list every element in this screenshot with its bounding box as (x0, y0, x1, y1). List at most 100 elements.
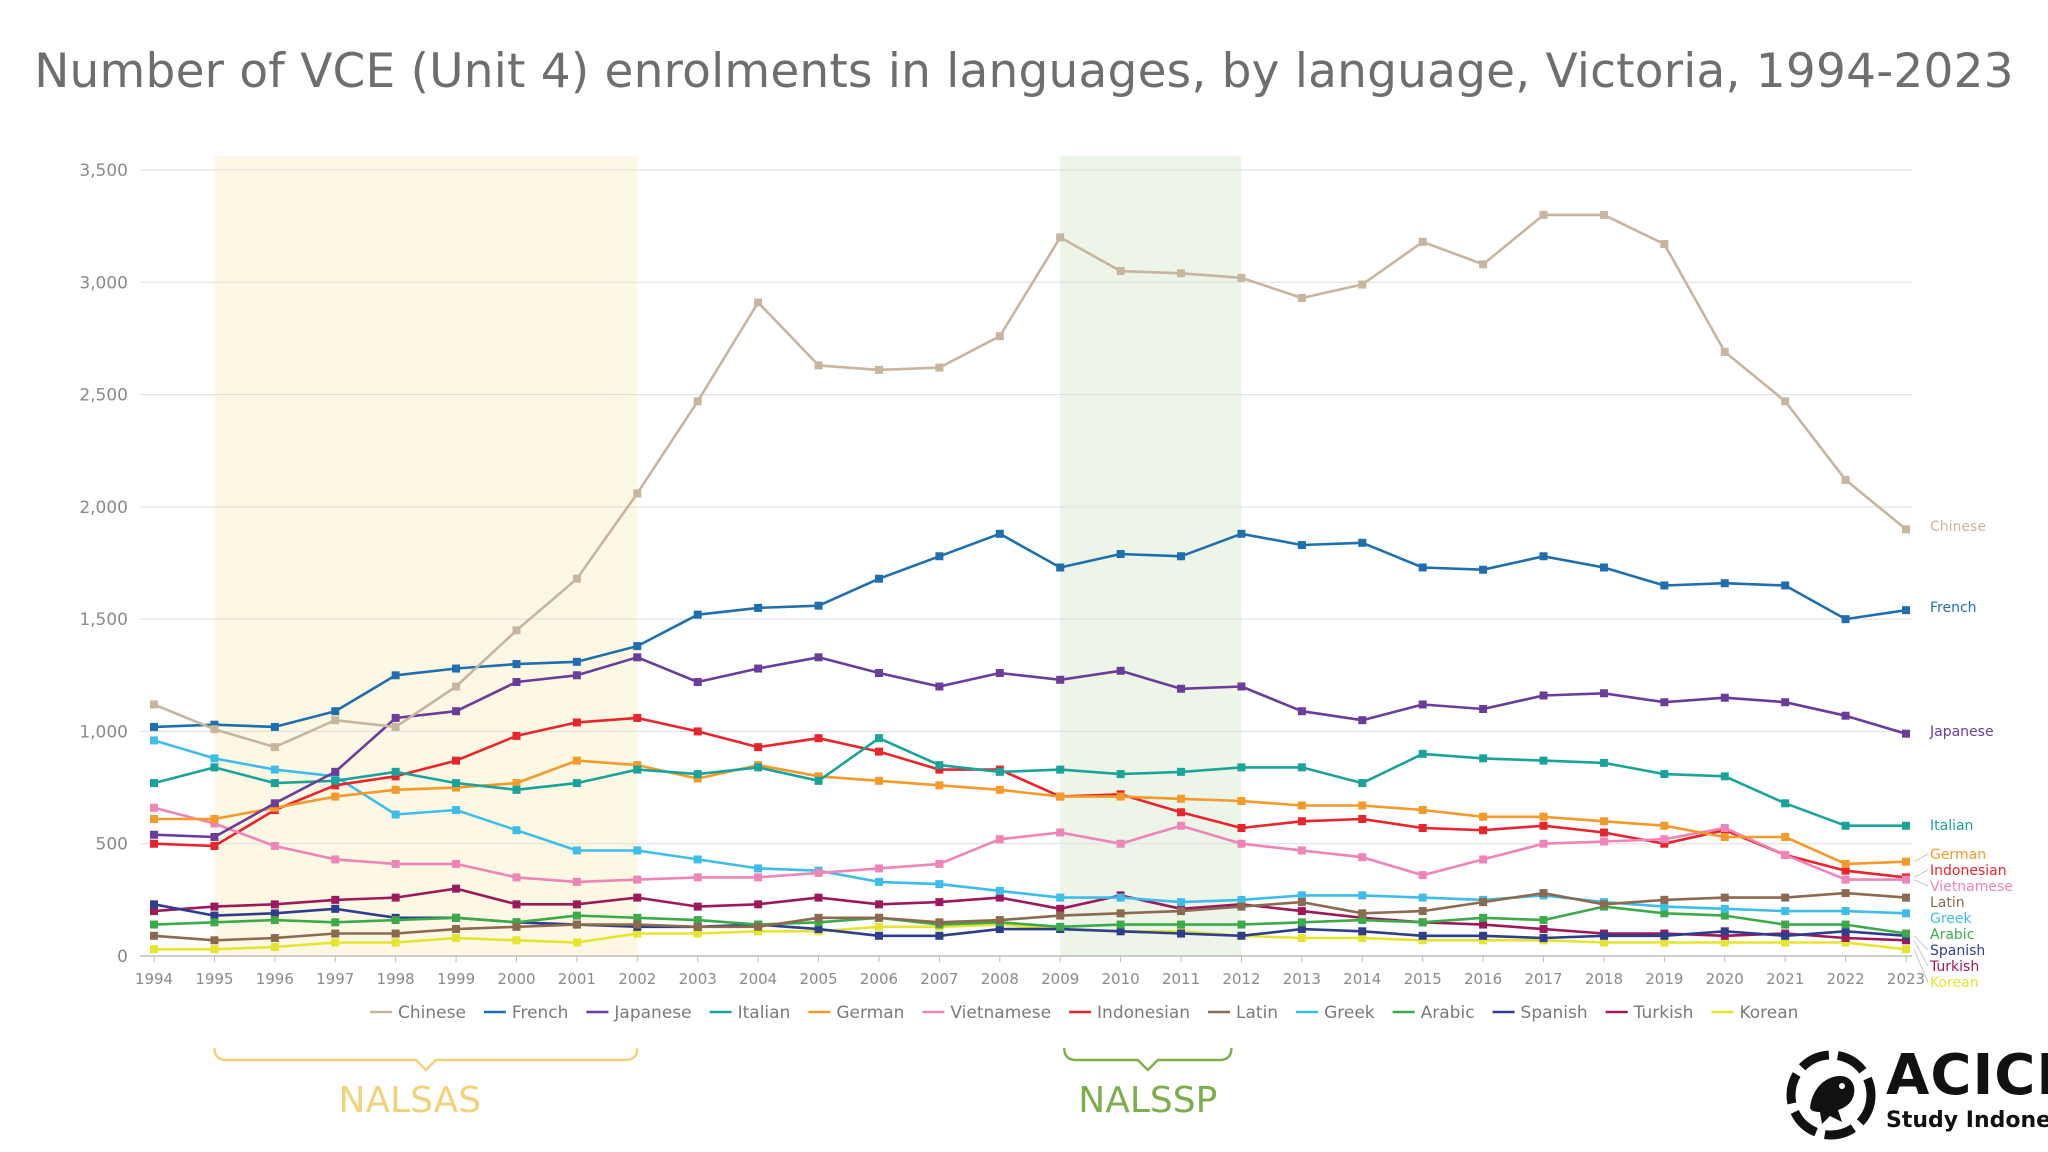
legend-item-french: French (483, 1003, 568, 1023)
data-point-german (572, 756, 581, 765)
data-point-italian (452, 779, 461, 788)
end-label-korean: Korean (1930, 975, 1979, 991)
data-point-german (1177, 794, 1186, 803)
data-point-greek (210, 754, 219, 763)
series-line-german (154, 759, 1907, 866)
data-point-french (391, 671, 400, 680)
data-point-turkish (1720, 931, 1729, 940)
data-point-greek (1720, 904, 1729, 913)
data-point-german (935, 781, 944, 790)
data-point-italian (1116, 770, 1125, 779)
data-point-italian (210, 763, 219, 772)
data-point-korean (452, 934, 461, 943)
data-point-spanish (331, 904, 340, 913)
data-point-latin (874, 913, 883, 922)
data-point-latin (1841, 889, 1850, 898)
data-point-indonesian (572, 718, 581, 727)
data-point-japanese (210, 832, 219, 841)
x-tick-label: 2002 (618, 970, 656, 988)
series-french (150, 529, 1910, 731)
data-point-japanese (633, 653, 642, 662)
data-point-german (633, 761, 642, 770)
data-point-turkish (452, 884, 461, 893)
data-point-chinese (1358, 280, 1367, 289)
series-japanese (150, 653, 1910, 841)
data-point-arabic (814, 918, 823, 927)
data-point-vietnamese (1660, 835, 1669, 844)
data-point-indonesian (1660, 839, 1669, 848)
data-point-japanese (1418, 700, 1427, 709)
data-point-latin (1599, 900, 1608, 909)
data-point-japanese (572, 671, 581, 680)
y-tick-label: 500 (96, 835, 128, 855)
legend-label-german: German (836, 1003, 904, 1023)
data-point-french (935, 552, 944, 561)
data-point-italian (754, 763, 763, 772)
data-point-vietnamese (995, 835, 1004, 844)
data-point-french (210, 720, 219, 729)
data-point-italian (1720, 772, 1729, 781)
data-point-korean (1358, 934, 1367, 943)
data-point-korean (270, 943, 279, 952)
series-line-italian (153, 736, 1906, 828)
data-point-greek (572, 846, 581, 855)
data-point-latin (1297, 898, 1306, 907)
data-point-japanese (814, 653, 823, 662)
data-point-german (1841, 859, 1850, 868)
data-point-turkish (995, 893, 1004, 902)
data-point-korean (754, 927, 763, 936)
data-point-german (150, 815, 158, 824)
data-point-chinese (693, 397, 702, 406)
data-point-chinese (512, 626, 521, 635)
data-point-german (1539, 812, 1548, 821)
data-point-japanese (1841, 711, 1850, 720)
data-point-arabic (512, 918, 521, 927)
data-point-turkish (270, 900, 279, 909)
data-point-german (452, 783, 461, 792)
data-point-italian (512, 785, 521, 794)
legend-item-latin: Latin (1208, 1003, 1278, 1023)
data-point-japanese (150, 830, 158, 839)
data-point-japanese (1539, 691, 1548, 700)
data-point-indonesian (1297, 817, 1306, 826)
data-point-arabic (1902, 929, 1910, 938)
data-point-italian (1841, 821, 1850, 830)
data-point-japanese (452, 707, 461, 716)
data-point-chinese (1539, 210, 1548, 219)
data-point-japanese (1599, 689, 1608, 698)
data-point-french (1902, 606, 1910, 615)
data-point-latin (150, 931, 158, 940)
data-point-chinese (331, 716, 340, 725)
data-point-korean (1479, 936, 1488, 945)
data-point-french (1177, 552, 1186, 561)
data-point-french (452, 664, 461, 673)
data-point-chinese (1418, 237, 1427, 246)
data-point-arabic (1720, 911, 1729, 920)
data-point-latin (1902, 893, 1910, 902)
end-label-greek: Greek (1930, 911, 1973, 927)
data-point-french (995, 529, 1004, 538)
data-point-indonesian (331, 781, 340, 790)
data-point-italian (1177, 767, 1186, 776)
y-tick-label: 3,500 (79, 161, 128, 181)
data-point-german (512, 779, 521, 788)
data-point-french (1781, 581, 1790, 590)
x-tick-label: 2023 (1887, 970, 1925, 988)
x-tick-label: 2019 (1645, 970, 1683, 988)
data-point-korean (331, 938, 340, 947)
end-label-indonesian: Indonesian (1930, 863, 2007, 879)
data-point-french (150, 722, 158, 731)
data-point-indonesian (754, 743, 763, 752)
data-point-greek (754, 864, 763, 873)
x-tick-label: 2009 (1041, 970, 1079, 988)
data-point-chinese (391, 722, 400, 731)
y-tick-label: 2,000 (79, 498, 128, 518)
series-latin (150, 889, 1910, 945)
data-point-chinese (1116, 267, 1125, 276)
series-line-chinese (153, 213, 1907, 749)
data-point-greek (1418, 893, 1427, 902)
data-point-arabic (1056, 922, 1065, 931)
data-point-arabic (1418, 918, 1427, 927)
data-point-japanese (331, 767, 340, 776)
